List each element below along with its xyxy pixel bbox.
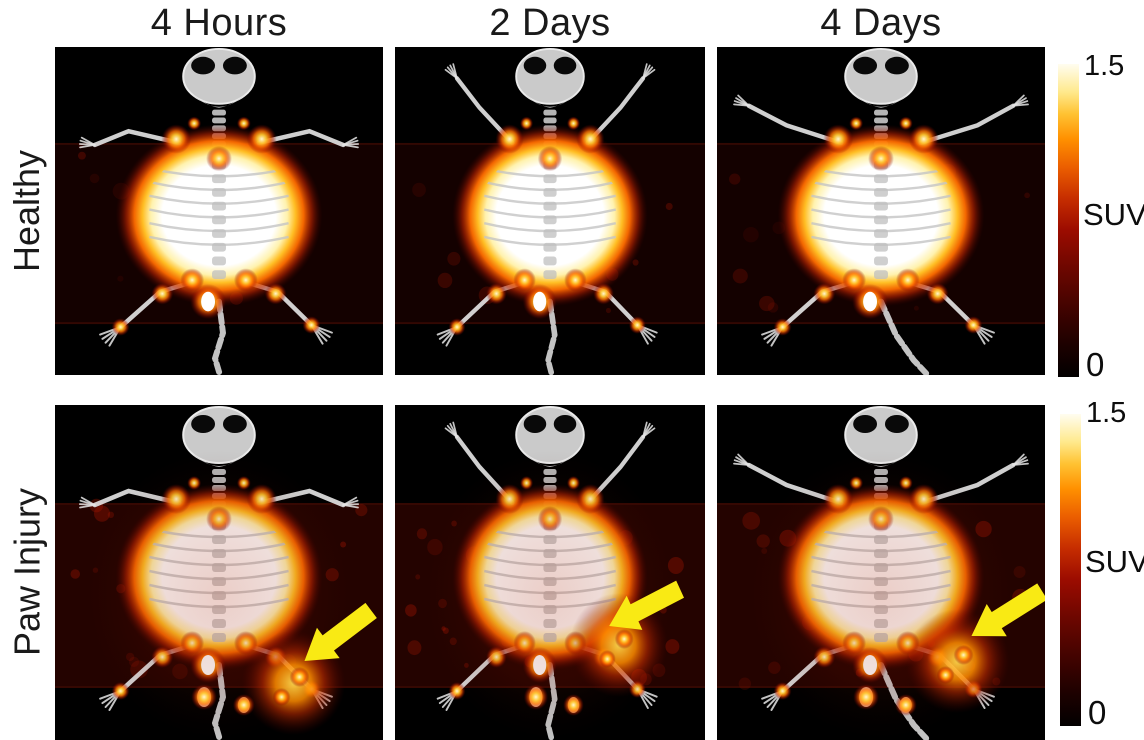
colorbar-max-label-healthy: 1.5 (1084, 50, 1125, 82)
colorbar-unit-label-injury: SUV (1085, 544, 1144, 579)
scan-healthy-4days (717, 47, 1045, 375)
row-label-paw-injury: Paw Injury (6, 487, 48, 657)
scan-injury-4hours (55, 405, 383, 740)
colorbar-min-label-healthy: 0 (1086, 346, 1105, 383)
column-header-2days: 2 Days (489, 1, 611, 44)
colorbar-max-label-injury: 1.5 (1086, 397, 1127, 429)
suv-colorbar-healthy (1058, 64, 1079, 377)
row-label-healthy: Healthy (6, 149, 47, 273)
colorbar-min-label-injury: 0 (1088, 694, 1107, 731)
scan-injury-2days (395, 405, 705, 740)
column-header-4days: 4 Days (820, 1, 942, 44)
scan-healthy-4hours (55, 47, 383, 375)
scan-healthy-2days (395, 47, 705, 375)
colorbar-unit-label-healthy: SUV (1083, 197, 1144, 232)
scan-injury-4days (717, 405, 1045, 740)
column-header-4hours: 4 Hours (150, 1, 288, 44)
suv-colorbar-injury (1060, 414, 1081, 726)
